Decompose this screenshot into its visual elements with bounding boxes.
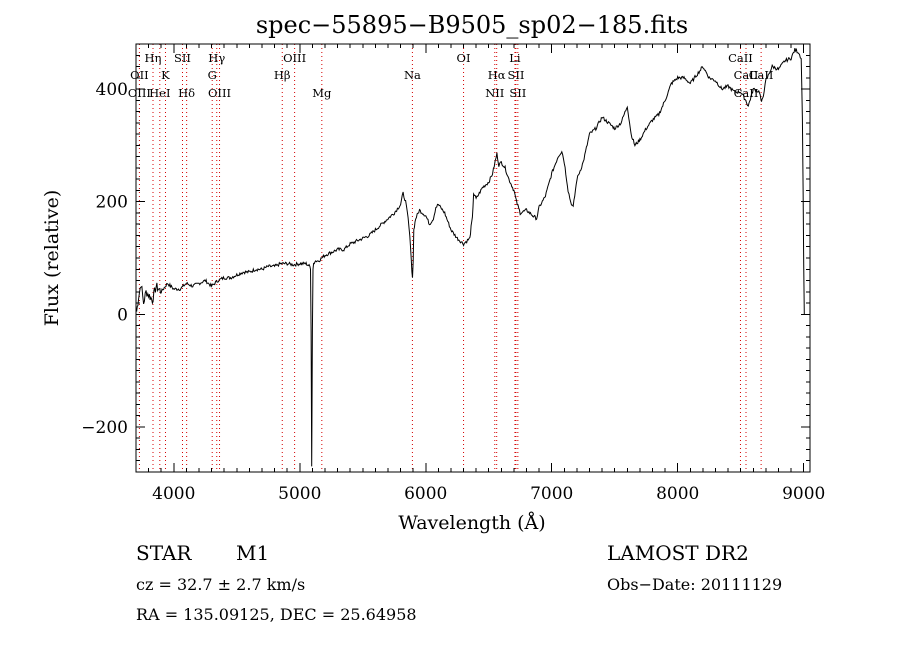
y-tick-label: 400: [96, 80, 128, 100]
y-axis-ticks: −200 0 200 400: [81, 54, 810, 462]
line-id-label: G: [208, 68, 217, 82]
y-tick-label: −200: [81, 418, 128, 438]
y-tick-label: 200: [96, 193, 128, 213]
subclass-text: M1: [236, 541, 269, 565]
chart-title: spec−55895−B9505_sp02−185.fits: [256, 11, 688, 39]
survey-text: LAMOST DR2: [607, 541, 749, 565]
y-axis-label: Flux (relative): [41, 190, 63, 327]
x-tick-label: 7000: [530, 484, 573, 504]
x-tick-label: 5000: [278, 484, 321, 504]
cz-text: cz = 32.7 ± 2.7 km/s: [136, 575, 305, 594]
line-id-label: SII: [507, 68, 524, 82]
x-axis-ticks: 4000 5000 6000 7000 8000 9000: [148, 44, 825, 504]
class-text: STAR: [136, 541, 192, 565]
line-id-labels: Hη OII OIII K HeI SII Hδ Hγ G OIII OIII Hβ Mg Na OI Hα N…: [128, 51, 774, 100]
line-id-label: SII: [174, 51, 191, 65]
x-tick-label: 4000: [152, 484, 195, 504]
x-tick-label: 6000: [404, 484, 447, 504]
line-id-label: Mg: [312, 86, 332, 100]
line-id-label: Hδ: [178, 86, 195, 100]
line-id-label: Hη: [145, 51, 162, 65]
line-id-label: Hγ: [208, 51, 225, 65]
line-guides: [138, 44, 762, 472]
line-id-label: OI: [457, 51, 471, 65]
line-id-label: SII: [509, 86, 526, 100]
line-id-label: CaII: [749, 68, 774, 82]
x-tick-label: 8000: [656, 484, 699, 504]
line-id-label: Li: [509, 51, 521, 65]
obsdate-text: Obs−Date: 20111129: [607, 575, 782, 594]
plot-frame: [135, 43, 811, 473]
line-id-label: OIII: [208, 86, 231, 100]
line-id-label: OIII: [283, 51, 306, 65]
line-id-label: Hα: [488, 68, 506, 82]
line-id-label: CaII: [728, 51, 753, 65]
line-id-label: OII: [130, 68, 149, 82]
line-id-label: K: [161, 68, 170, 82]
line-id-label: NII: [485, 86, 504, 100]
line-id-label: Hβ: [274, 68, 291, 82]
spectrum-line: [136, 47, 805, 467]
x-axis-label: Wavelength (Å): [398, 512, 545, 534]
line-id-label: CaII: [734, 68, 759, 82]
y-tick-label: 0: [117, 305, 128, 325]
line-id-label: Na: [404, 68, 421, 82]
line-id-label: OIII: [128, 86, 151, 100]
x-tick-label: 9000: [782, 484, 825, 504]
radec-text: RA = 135.09125, DEC = 25.64958: [136, 605, 417, 624]
line-id-label: CaII: [734, 86, 759, 100]
line-id-label: HeI: [149, 86, 170, 100]
